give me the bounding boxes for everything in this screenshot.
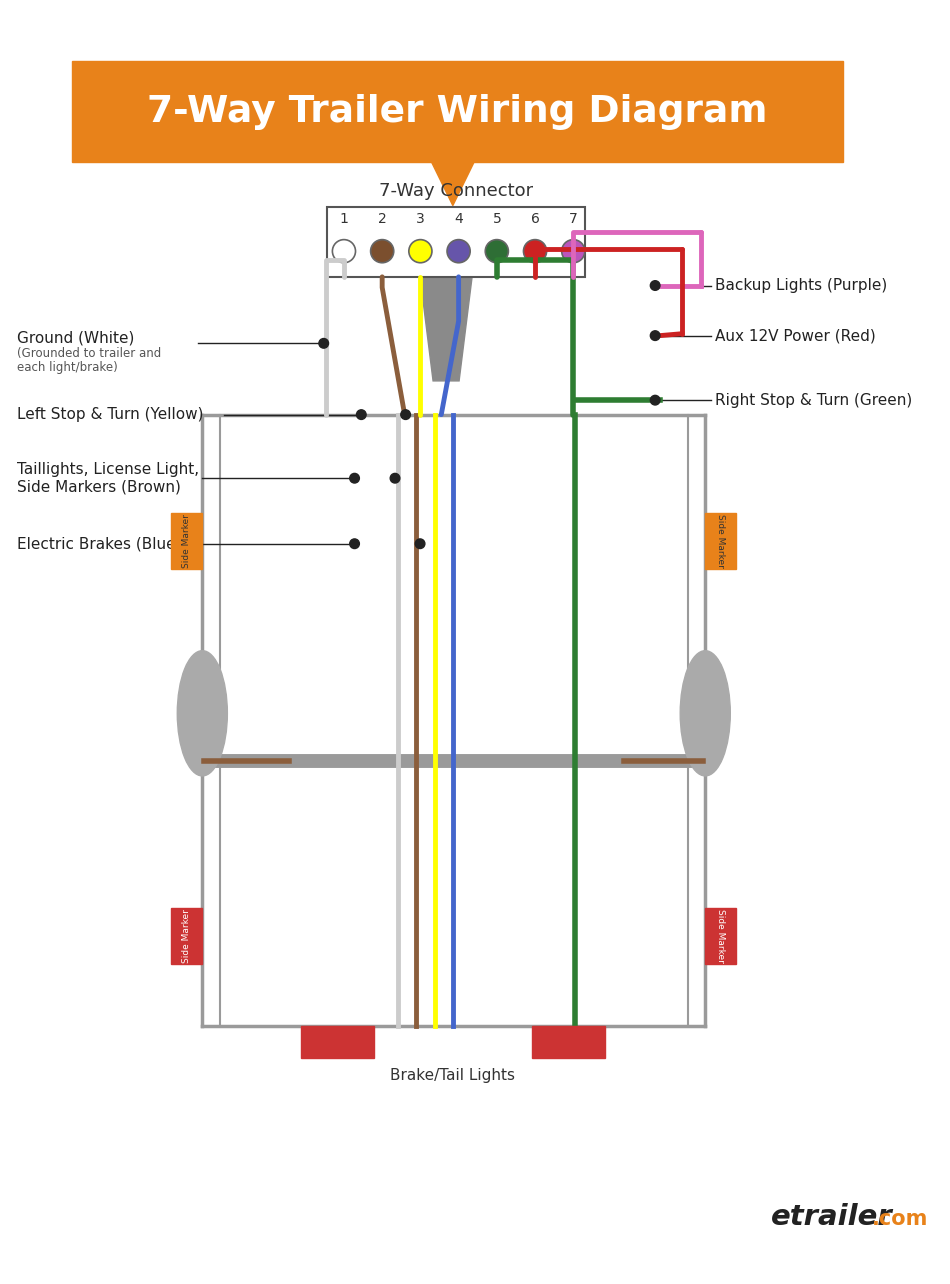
Bar: [72, 62, 843, 162]
Text: Side Markers (Brown): Side Markers (Brown): [17, 479, 181, 494]
Text: 2: 2: [378, 212, 387, 226]
Text: 7-Way Trailer Wiring Diagram: 7-Way Trailer Wiring Diagram: [147, 94, 768, 130]
Bar: [705, 512, 736, 569]
Circle shape: [408, 240, 432, 263]
Polygon shape: [420, 277, 472, 381]
Text: 1: 1: [339, 212, 349, 226]
Circle shape: [651, 281, 660, 290]
Text: Ground (White): Ground (White): [17, 330, 135, 345]
Text: 6: 6: [531, 212, 540, 226]
Text: each light/brake): each light/brake): [17, 361, 118, 374]
Bar: [532, 1026, 605, 1058]
Circle shape: [415, 539, 425, 548]
Text: Electric Brakes (Blue): Electric Brakes (Blue): [17, 537, 181, 551]
Circle shape: [319, 339, 329, 348]
Circle shape: [350, 539, 359, 548]
Circle shape: [651, 395, 660, 404]
Circle shape: [370, 240, 393, 263]
Polygon shape: [431, 162, 474, 205]
Circle shape: [332, 240, 355, 263]
Bar: [705, 908, 736, 964]
Bar: [172, 908, 202, 964]
Text: 7: 7: [569, 212, 578, 226]
Ellipse shape: [178, 651, 227, 776]
Text: Side Marker: Side Marker: [182, 909, 191, 963]
Bar: [327, 208, 585, 277]
Text: etrailer: etrailer: [770, 1203, 892, 1231]
Circle shape: [447, 240, 470, 263]
Text: Aux 12V Power (Red): Aux 12V Power (Red): [715, 329, 876, 343]
Circle shape: [485, 240, 508, 263]
Text: Brake/Tail Lights: Brake/Tail Lights: [390, 1068, 515, 1084]
Text: .com: .com: [872, 1210, 928, 1229]
Text: Left Stop & Turn (Yellow): Left Stop & Turn (Yellow): [17, 407, 204, 422]
Text: Taillights, License Light,: Taillights, License Light,: [17, 462, 200, 478]
Text: 4: 4: [454, 212, 463, 226]
Circle shape: [350, 474, 359, 483]
Text: 7-Way Connector: 7-Way Connector: [379, 182, 533, 200]
Bar: [300, 1026, 373, 1058]
Circle shape: [523, 240, 546, 263]
Text: Side Marker: Side Marker: [716, 514, 725, 568]
Circle shape: [390, 474, 400, 483]
Text: (Grounded to trailer and: (Grounded to trailer and: [17, 348, 162, 361]
Text: Right Stop & Turn (Green): Right Stop & Turn (Green): [715, 393, 912, 408]
Text: 3: 3: [416, 212, 425, 226]
Text: Side Marker: Side Marker: [182, 514, 191, 568]
Circle shape: [401, 410, 410, 420]
Text: Backup Lights (Purple): Backup Lights (Purple): [715, 279, 887, 293]
Ellipse shape: [680, 651, 731, 776]
Circle shape: [651, 331, 660, 340]
Circle shape: [561, 240, 585, 263]
Text: Side Marker: Side Marker: [716, 909, 725, 963]
Bar: [172, 512, 202, 569]
Circle shape: [356, 410, 366, 420]
Text: 5: 5: [492, 212, 502, 226]
